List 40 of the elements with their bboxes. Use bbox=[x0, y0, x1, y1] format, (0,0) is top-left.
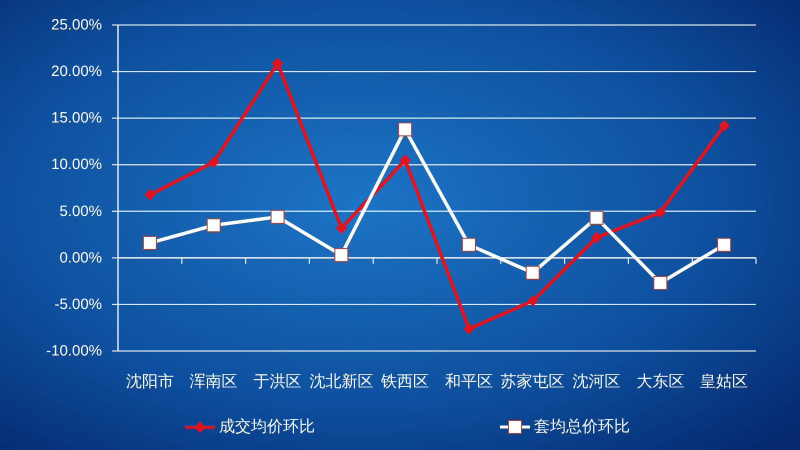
point bbox=[270, 210, 284, 224]
legend-label: 套均总价环比 bbox=[534, 418, 630, 436]
x-tick-label: 浑南区 bbox=[190, 372, 238, 390]
y-tick-label: 0.00% bbox=[59, 249, 102, 266]
point bbox=[653, 276, 668, 290]
x-tick-label: 和平区 bbox=[444, 372, 493, 390]
y-tick-label: 10.00% bbox=[51, 156, 102, 174]
point bbox=[717, 238, 732, 252]
point bbox=[526, 266, 540, 280]
point bbox=[206, 218, 221, 232]
point bbox=[654, 206, 666, 218]
legend-label: 成交均价环比 bbox=[219, 418, 315, 436]
point bbox=[144, 189, 156, 200]
y-tick-label: -10.00% bbox=[46, 342, 102, 360]
point bbox=[336, 222, 347, 234]
x-tick-label: 沈河区 bbox=[572, 372, 620, 390]
y-tick-label: 20.00% bbox=[51, 63, 102, 80]
y-tick-label: 25.00% bbox=[51, 16, 102, 34]
y-tick-label: 5.00% bbox=[59, 202, 102, 220]
x-tick-label: 沈阳市 bbox=[126, 372, 174, 390]
point bbox=[591, 232, 602, 243]
point bbox=[462, 238, 476, 252]
point bbox=[590, 210, 604, 225]
point bbox=[334, 248, 348, 262]
x-tick-label: 沈北新区 bbox=[309, 372, 374, 390]
point bbox=[718, 120, 730, 132]
x-tick-label: 大东区 bbox=[636, 372, 684, 390]
x-tick-label: 铁西区 bbox=[380, 374, 430, 390]
y-tick-label: 15.00% bbox=[51, 110, 102, 127]
point bbox=[142, 236, 157, 250]
x-tick-label: 于洪区 bbox=[254, 372, 302, 390]
x-tick-label: 皇姑区 bbox=[700, 374, 748, 390]
x-tick-label: 苏家屯区 bbox=[500, 372, 565, 390]
point bbox=[400, 154, 411, 166]
point bbox=[208, 156, 220, 168]
point bbox=[463, 323, 474, 334]
point bbox=[398, 122, 412, 136]
point bbox=[272, 58, 283, 69]
point bbox=[527, 295, 538, 306]
y-tick-label: -5.00% bbox=[54, 296, 102, 313]
